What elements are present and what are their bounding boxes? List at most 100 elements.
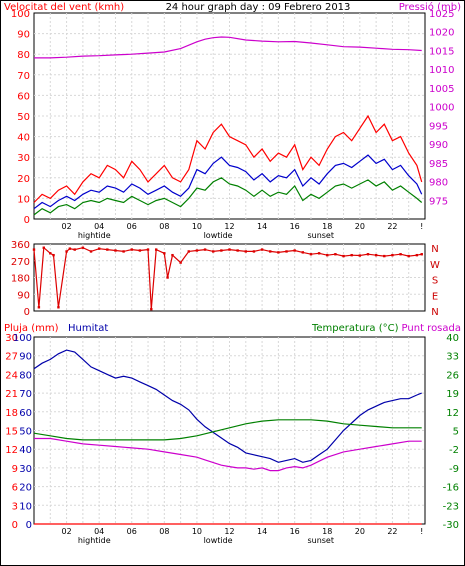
humidity-tick-label: 50 — [19, 427, 32, 438]
panel1-x-tick-label: 02 — [61, 222, 71, 231]
humidity-tick-label: 10 — [19, 501, 32, 512]
left-tick-label: 10 — [17, 194, 30, 205]
rain-tick-label: 24 — [5, 370, 18, 381]
compass-label: E — [432, 291, 438, 302]
direction-point — [97, 247, 101, 250]
panel1-event-label: lowtide — [204, 231, 233, 240]
left-tick-label: 0 — [24, 215, 30, 226]
direction-point — [179, 261, 182, 264]
left-tick-label: 40 — [17, 133, 30, 144]
panel1-x-tick-label: 06 — [127, 222, 137, 231]
series-line-humidity — [33, 349, 422, 463]
panel3-x-tick-label: 08 — [159, 527, 169, 536]
dewpoint-axis-label: Punt rosada — [402, 323, 461, 334]
series-line-pressure — [34, 36, 422, 59]
direction-point — [366, 253, 370, 256]
direction-point — [122, 250, 125, 253]
direction-point — [293, 249, 296, 252]
direction-point — [220, 249, 223, 252]
panel1-x-tick-label: 22 — [387, 222, 397, 231]
rain-tick-label: 30 — [5, 333, 18, 344]
right-tick-label: 1000 — [429, 103, 454, 114]
left-tick-label: 70 — [17, 71, 30, 82]
direction-point — [252, 250, 256, 253]
panel1-x-tick-label: 16 — [290, 222, 300, 231]
direction-point — [269, 250, 272, 253]
direction-point — [42, 246, 45, 249]
panel1-x-tick-label: 12 — [224, 222, 234, 231]
direction-point — [37, 306, 41, 309]
direction-point — [166, 276, 169, 279]
temperature-tick-label: -23 — [443, 501, 459, 512]
direction-point — [52, 253, 55, 257]
panel1-x-tick-label: 14 — [257, 222, 267, 231]
panel3-x-tick-label: 02 — [61, 527, 71, 536]
temperature-tick-label: 33 — [446, 352, 459, 363]
temperature-tick-label: -9 — [449, 464, 459, 475]
direction-point — [228, 248, 231, 251]
direction-point — [285, 250, 288, 253]
direction-point — [342, 254, 345, 258]
panel1-event-label: hightide — [78, 231, 111, 240]
direction-point — [49, 252, 52, 255]
series-line-direction — [33, 246, 422, 310]
left-tick-label: 60 — [17, 91, 30, 102]
humidity-tick-label: 60 — [19, 408, 32, 419]
right-tick-label: 1025 — [429, 9, 454, 20]
direction-point — [32, 248, 36, 251]
temperature-tick-label: -30 — [443, 520, 459, 531]
humidity-tick-label: 70 — [19, 389, 32, 400]
direction-point — [309, 253, 313, 256]
direction-point — [374, 253, 378, 257]
direction-point — [415, 253, 419, 257]
right-tick-label: 980 — [429, 178, 448, 189]
right-tick-label: 1020 — [429, 28, 454, 39]
panel3-event-label: sunset — [307, 536, 334, 545]
compass-label: N — [431, 307, 438, 318]
rain-tick-label: 0 — [12, 520, 18, 531]
temperature-tick-label: -16 — [443, 483, 459, 494]
panel3-event-label: lowtide — [204, 536, 233, 545]
panel1-x-tick-label: 04 — [94, 222, 104, 231]
humidity-tick-label: 30 — [19, 464, 32, 475]
direction-tick-label: 180 — [11, 274, 30, 285]
direction-tick-label: 270 — [11, 257, 30, 268]
left-tick-label: 30 — [17, 153, 30, 164]
direction-point — [195, 249, 199, 252]
left-tick-label: 50 — [17, 112, 30, 123]
panel1-x-tick-label: 10 — [192, 222, 202, 231]
direction-point — [326, 253, 329, 257]
humidity-tick-label: 80 — [19, 370, 32, 381]
chart-title: 24 hour graph day : 09 Febrero 2013 — [166, 2, 351, 13]
temperature-axis-label: Temperatura (°C) — [311, 323, 399, 334]
left-tick-label: 90 — [17, 30, 30, 41]
direction-point — [236, 249, 239, 252]
panel3-x-tick-label: 22 — [387, 527, 397, 536]
rain-tick-label: 21 — [5, 389, 18, 400]
rain-tick-label: 15 — [5, 427, 18, 438]
panel3-x-tick-label: 10 — [192, 527, 202, 536]
panel3-x-tick-label: 20 — [355, 527, 365, 536]
temperature-tick-label: -2 — [449, 445, 459, 456]
series-line-temperature — [33, 419, 422, 441]
direction-point — [154, 248, 158, 251]
panel3-x-tick-label: 12 — [224, 527, 234, 536]
temperature-tick-label: 5 — [453, 427, 459, 438]
humidity-axis-label: Humitat — [68, 323, 108, 334]
temperature-tick-label: 26 — [446, 370, 459, 381]
direction-point — [317, 252, 321, 255]
direction-point — [212, 250, 215, 253]
left-axis-label: Velocitat del vent (kmh) — [4, 2, 124, 13]
series-line-dewpoint — [34, 437, 422, 472]
series-line-gust — [33, 114, 423, 203]
direction-point — [73, 248, 76, 251]
right-axis-label: Pressió (mb) — [399, 1, 461, 13]
right-tick-label: 1005 — [429, 84, 454, 95]
panel1-x-tick-label: 18 — [322, 222, 332, 231]
panel1-x-tick-label: 08 — [159, 222, 169, 231]
direction-point — [89, 250, 93, 253]
rain-tick-label: 12 — [5, 445, 18, 456]
direction-point — [81, 246, 85, 249]
direction-point — [383, 254, 386, 258]
right-tick-label: 995 — [429, 121, 448, 132]
